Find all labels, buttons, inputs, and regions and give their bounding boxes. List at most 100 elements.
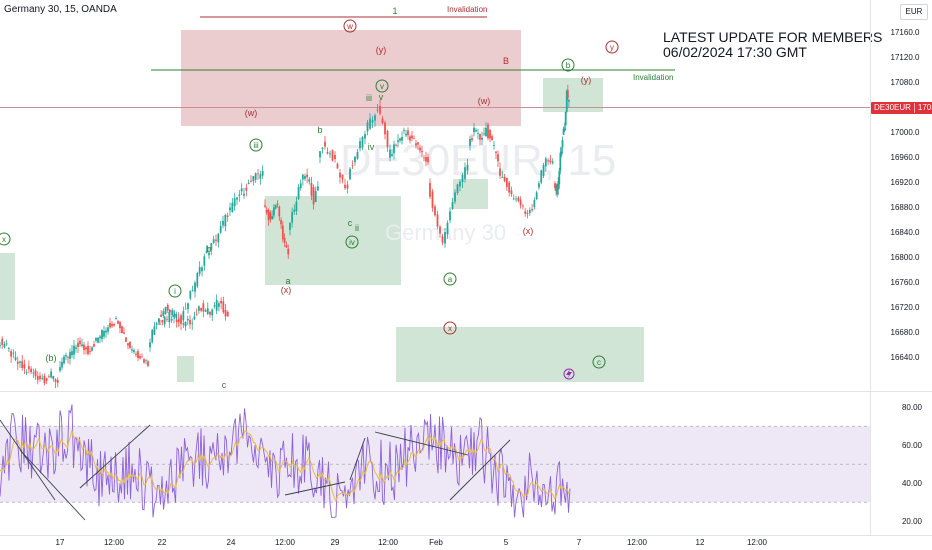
candle-body [287,248,290,255]
candle [200,307,203,313]
candle-body [381,118,384,124]
candle [503,173,506,183]
candle-body [155,323,158,325]
wave-label-text: c [348,218,353,228]
candle [528,207,531,216]
candle-body [558,171,561,185]
wave-label: (y) [581,75,592,85]
candle-body [209,311,211,315]
price-tick-label: 16800.0 [891,253,920,262]
candle-body [273,207,275,216]
candle [561,136,564,154]
candle [316,181,319,191]
wave-label: (w) [245,108,258,118]
candle [522,204,524,210]
zone-green-small [177,356,194,382]
candle [469,135,471,151]
candle [186,315,189,326]
time-tick-label: 12:00 [275,538,296,547]
candle-body [187,303,189,310]
candle [43,373,46,386]
candle-body [349,168,351,180]
candle [379,99,381,116]
candle-body [191,290,194,292]
candle [121,325,123,334]
candle [271,210,274,220]
candle-body [195,314,198,316]
candle [444,228,446,248]
candle [77,337,79,353]
wave-label: (x) [281,285,292,295]
wave-label-text: x [2,235,6,244]
candle [304,173,306,182]
candle-body [69,352,71,359]
currency-badge[interactable]: EUR [900,4,928,20]
candle-body [220,300,223,304]
candle [160,310,163,318]
candle [113,322,115,327]
candle-body [217,233,220,243]
candle-body [281,225,284,240]
candle-body [549,160,552,163]
candle-body [12,352,15,354]
wave-label-text: iii [366,93,372,103]
candle [226,310,229,317]
candle [276,200,279,208]
candle-body [555,184,557,192]
candle [125,337,127,343]
candle-body [59,367,61,371]
candle-body [1,338,4,345]
candle [123,327,125,335]
candle-body [123,332,125,334]
candle-body [162,311,165,317]
candle [184,302,187,310]
candle-body [254,173,257,180]
candle-body [10,351,13,357]
price-tick-label: 16720.0 [891,303,920,312]
candle-body [135,353,137,355]
candle-body [222,220,224,226]
candle-body [517,197,520,201]
candle-body [111,324,113,327]
candle-body [147,361,149,367]
candle [69,348,71,365]
candle [321,147,324,154]
candle-body [299,183,302,189]
candle-body [291,212,294,223]
candle [384,120,386,140]
candle [10,349,13,363]
candle [471,134,473,143]
candle-body [276,203,279,205]
candle-body [531,208,533,211]
candle-body [143,359,145,363]
candle-body [189,290,192,299]
wave-label-text: (w) [245,108,258,118]
candle [205,245,208,254]
candle [280,217,282,229]
candle-body [109,323,111,328]
candle-body [487,124,489,139]
candle [535,190,538,200]
candle [415,140,417,149]
candle-body [411,135,413,139]
candle [87,341,89,356]
candle-body [205,250,208,254]
candle-body [359,141,361,149]
candle-body [413,138,415,140]
update-note-line1: LATEST UPDATE FOR MEMBERS [663,29,883,45]
lines-layer: Invalidation Invalidation [0,5,870,108]
candle-body [384,122,386,135]
candle [326,147,329,155]
candle-body [252,176,255,182]
candle [21,354,24,371]
candle-body [259,174,262,179]
candle [54,378,57,388]
candle [177,312,180,328]
candle-body [23,364,26,369]
candle-body [182,323,185,325]
wave-label-text: i [174,287,176,296]
candle [389,144,391,162]
candle-body [329,153,331,155]
wave-label-circle [592,355,606,369]
